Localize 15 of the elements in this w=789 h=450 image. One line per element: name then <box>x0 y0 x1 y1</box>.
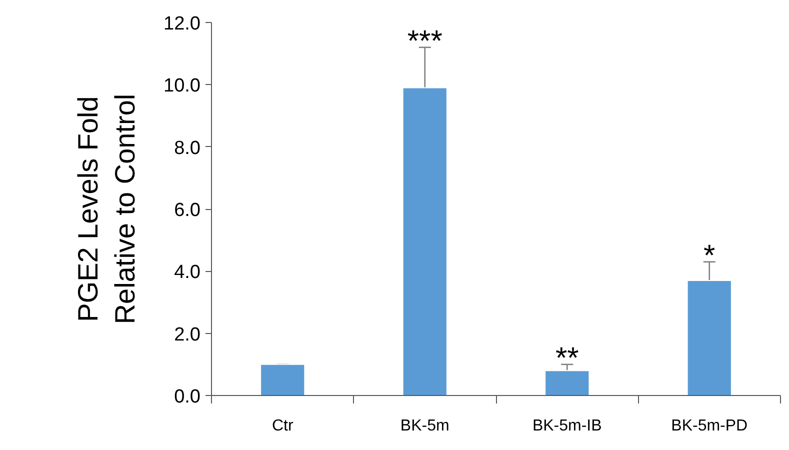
y-tick-label: 0.0 <box>174 386 201 408</box>
y-tick-label: 2.0 <box>174 324 201 346</box>
annotation: ** <box>555 342 580 375</box>
y-tick-label: 12.0 <box>164 14 201 34</box>
annotation: *** <box>407 24 443 58</box>
x-tick-label: BK-5m-PD <box>671 418 748 434</box>
y-tick-label: 8.0 <box>174 138 201 159</box>
y-tick-label: 10.0 <box>164 76 201 97</box>
x-tick-label: BK-5m <box>400 418 450 434</box>
annotation: * <box>704 239 716 272</box>
x-tick-label: BK-5m-IB <box>532 418 602 434</box>
y-axis-title: PGE2 Levels Fold Relative to Control <box>72 94 141 324</box>
x-tick-label: Ctr <box>272 418 294 434</box>
y-tick-label: 6.0 <box>174 200 201 221</box>
y-tick-label: 4.0 <box>174 262 201 284</box>
